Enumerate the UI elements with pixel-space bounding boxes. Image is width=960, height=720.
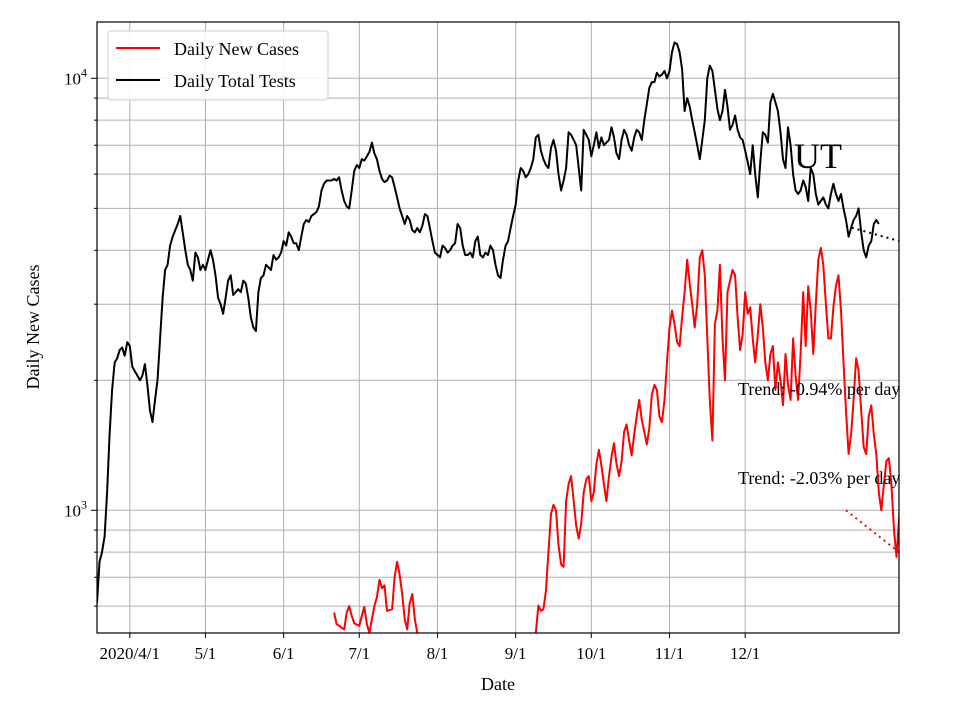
y-axis-label: Daily New Cases xyxy=(23,265,43,390)
y-tick-label: 103 xyxy=(64,497,87,520)
x-axis-label: Date xyxy=(481,674,515,694)
plot-frame xyxy=(96,21,900,634)
legend-label-tests: Daily Total Tests xyxy=(174,71,296,91)
x-tick-label: 8/1 xyxy=(427,644,449,663)
series-line-daily-total-tests xyxy=(97,41,880,604)
legend-box xyxy=(107,30,329,101)
x-tick-label: 7/1 xyxy=(348,644,370,663)
x-tick-label: 10/1 xyxy=(576,644,606,663)
region-label: UT xyxy=(794,136,842,176)
y-tick-base: 10 xyxy=(64,501,81,520)
x-tick-label: 9/1 xyxy=(505,644,527,663)
y-tick-exponent: 3 xyxy=(81,497,87,511)
y-tick-label: 104 xyxy=(64,65,87,88)
y-tick-exponent: 4 xyxy=(81,65,87,79)
trend-annotation-cases: Trend: -2.03% per day xyxy=(738,468,900,488)
axis-ticks: 2020/4/1 5/1 6/1 7/1 8/1 9/1 10/1 11/1 12/110310… xyxy=(64,65,760,663)
x-tick-label: 6/1 xyxy=(273,644,295,663)
series-layer xyxy=(97,41,899,633)
series-line-daily-new-cases xyxy=(333,246,899,633)
legend: Daily New Cases Daily Total Tests xyxy=(107,30,329,101)
trend-annotation-tests: Trend: -0.94% per day xyxy=(738,379,900,399)
x-tick-label: 12/1 xyxy=(730,644,760,663)
y-tick-base: 10 xyxy=(64,69,81,88)
x-tick-label: 5/1 xyxy=(195,644,217,663)
legend-label-cases: Daily New Cases xyxy=(174,39,299,59)
x-tick-label: 11/1 xyxy=(655,644,685,663)
x-tick-label: 2020/4/1 xyxy=(100,644,160,663)
grid-lines xyxy=(97,22,899,633)
